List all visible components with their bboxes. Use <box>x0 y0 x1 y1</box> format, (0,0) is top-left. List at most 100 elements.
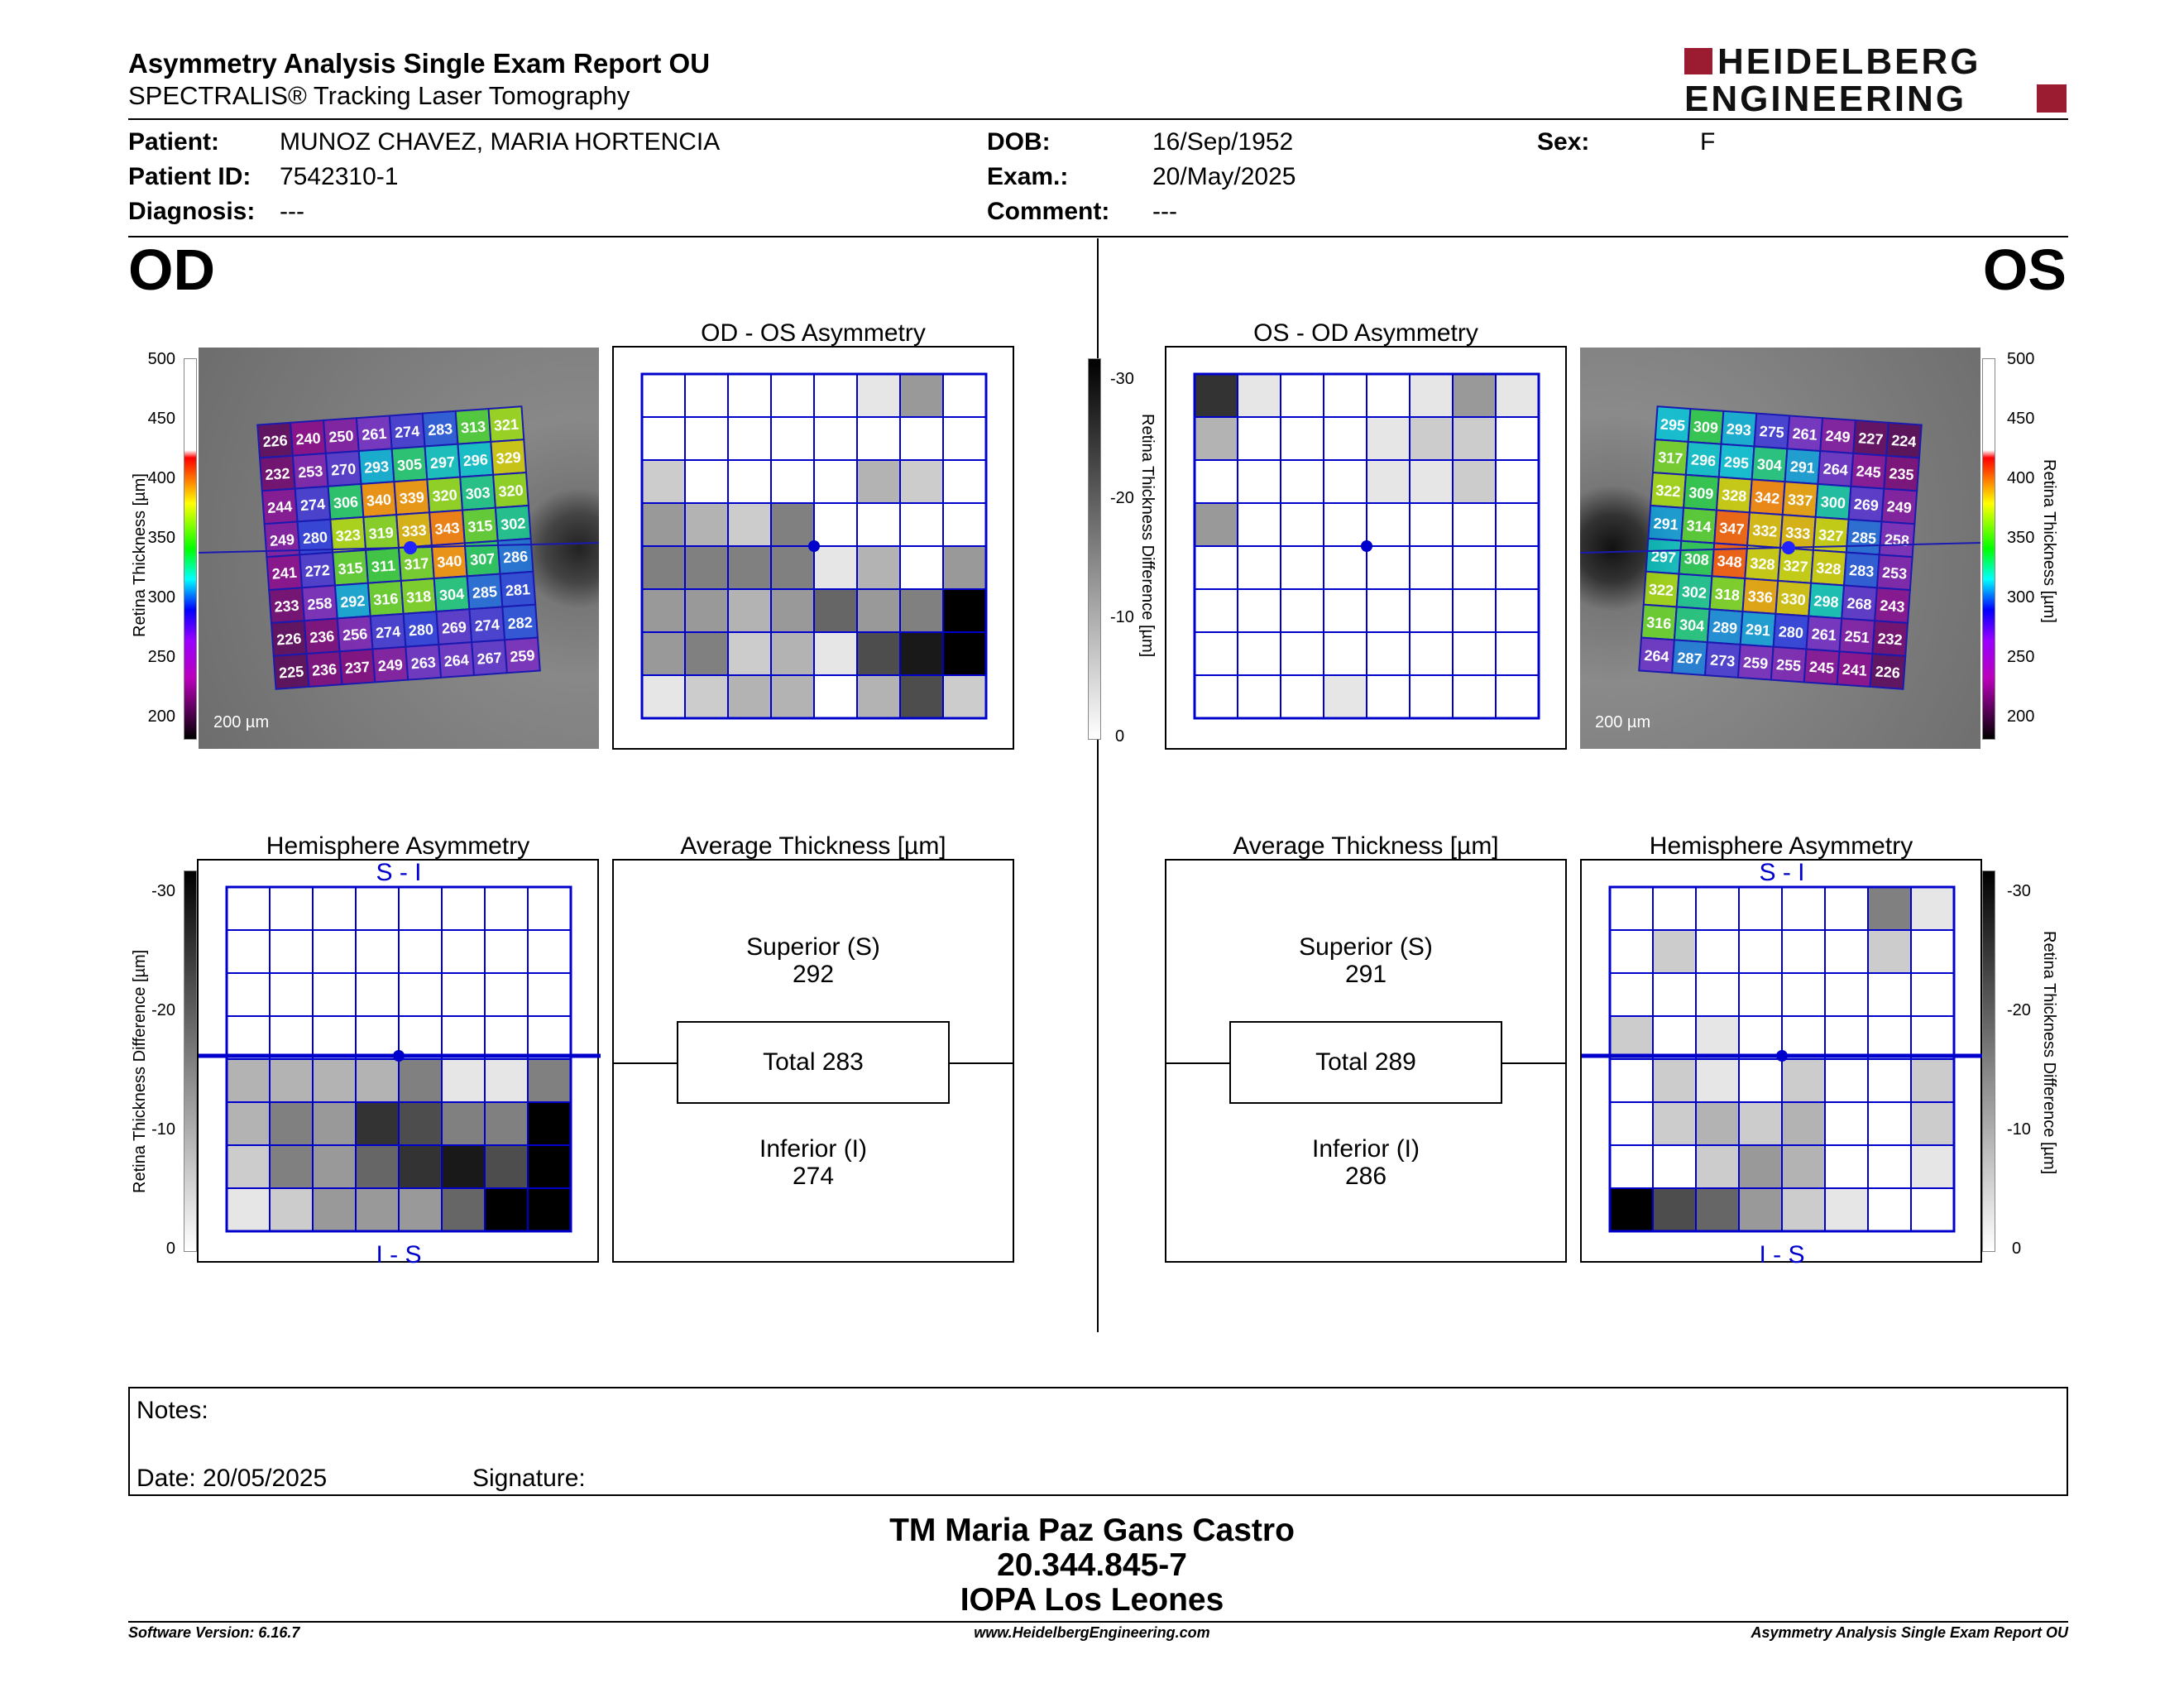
grid-cell <box>226 929 271 974</box>
grid-cell <box>1867 929 1912 974</box>
thickness-value: 305 <box>396 456 422 474</box>
grid-cell <box>1695 929 1740 974</box>
grid-cell <box>1695 1015 1740 1060</box>
grid-cell <box>770 459 815 504</box>
grid-cell <box>355 929 400 974</box>
thickness-value: 315 <box>467 517 493 535</box>
grid-cell <box>813 674 858 719</box>
grid-cell <box>899 459 944 504</box>
thickness-value: 304 <box>438 586 464 604</box>
footer-url[interactable]: www.HeidelbergEngineering.com <box>974 1624 1210 1641</box>
grid-cell <box>856 545 901 590</box>
thickness-value: 261 <box>362 425 387 444</box>
grid-cell <box>1738 886 1783 931</box>
thickness-value: 280 <box>1778 623 1803 641</box>
heidelberg-logo: HEIDELBERG ENGINEERING <box>1684 41 2067 119</box>
os-scale-bar: 200 µm <box>1595 713 1651 731</box>
thickness-value: 241 <box>1842 661 1867 679</box>
grid-cell <box>226 1058 271 1103</box>
thickness-value: 226 <box>276 630 302 648</box>
thickness-value: 249 <box>1886 498 1912 516</box>
grid-cell <box>1609 1058 1654 1103</box>
grid-cell <box>942 502 987 547</box>
thickness-value: 261 <box>1811 626 1837 644</box>
grid-cell <box>484 1058 529 1103</box>
grid-cell <box>269 929 314 974</box>
grid-cell <box>684 545 729 590</box>
grid-cell <box>1323 588 1367 633</box>
thickness-value: 245 <box>1856 463 1881 481</box>
grid-cell <box>226 1187 271 1232</box>
thickness-value: 272 <box>304 562 330 580</box>
grid-cell <box>1237 502 1281 547</box>
thickness-value: 293 <box>363 458 389 477</box>
exam-value: 20/May/2025 <box>1152 163 1296 190</box>
thickness-value: 296 <box>462 451 488 469</box>
grid-cell <box>1409 416 1454 461</box>
thickness-cell <box>1869 653 1907 690</box>
hemi-top-label: S - I <box>376 861 421 886</box>
grid-cell <box>1366 588 1410 633</box>
grid-cell <box>312 1015 357 1060</box>
grid-cell <box>1280 459 1324 504</box>
od-hemi-title: Hemisphere Asymmetry <box>266 832 530 860</box>
grid-cell <box>641 502 686 547</box>
grid-cell <box>1323 631 1367 676</box>
thickness-value: 283 <box>427 420 453 439</box>
grid-cell <box>1323 459 1367 504</box>
grid-cell <box>1695 1187 1740 1232</box>
thickness-value: 249 <box>269 531 295 549</box>
thickness-value: 283 <box>1849 562 1875 580</box>
grid-cell <box>727 502 772 547</box>
grid-cell <box>226 972 271 1017</box>
grid-cell <box>1194 588 1238 633</box>
grid-cell <box>856 459 901 504</box>
thickness-value: 282 <box>507 614 533 632</box>
grid-cell <box>641 459 686 504</box>
thickness-value: 295 <box>1723 453 1749 472</box>
grid-cell <box>527 1058 572 1103</box>
grid-cell <box>398 929 443 974</box>
grid-cell <box>484 1187 529 1232</box>
grid-cell <box>856 588 901 633</box>
grid-cell <box>441 1187 486 1232</box>
grid-cell <box>1280 373 1324 418</box>
thickness-value: 322 <box>1648 581 1674 599</box>
patient-label: Patient: <box>128 128 220 156</box>
examiner-rut: 20.344.845-7 <box>997 1547 1187 1583</box>
fovea-marker <box>808 540 820 552</box>
od-hemi-axis-label: Retina Thickness Difference [µm] <box>131 949 149 1193</box>
grid-cell <box>1652 1144 1697 1189</box>
report-title: Asymmetry Analysis Single Exam Report OU <box>128 48 711 79</box>
grid-cell <box>1452 416 1497 461</box>
grid-cell <box>269 1187 314 1232</box>
thickness-value: 263 <box>410 654 436 672</box>
grid-cell <box>1652 1101 1697 1146</box>
thickness-value: 291 <box>1789 458 1815 477</box>
software-version: Software Version: 6.16.7 <box>128 1624 300 1641</box>
grid-cell <box>1824 1144 1869 1189</box>
grid-cell <box>1910 1187 1955 1232</box>
clinic-name: IOPA Los Leones <box>960 1582 1224 1618</box>
dob-label: DOB: <box>987 128 1051 156</box>
patient-id-label: Patient ID: <box>128 163 251 190</box>
grid-cell <box>770 674 815 719</box>
grid-cell <box>727 416 772 461</box>
grid-cell <box>441 886 486 931</box>
thickness-value: 306 <box>333 493 358 511</box>
grid-cell <box>1409 631 1454 676</box>
grid-cell <box>1695 1144 1740 1189</box>
grid-cell <box>312 1144 357 1189</box>
thickness-value: 328 <box>1816 559 1842 578</box>
grid-cell <box>1495 588 1540 633</box>
notes-label: Notes: <box>136 1397 208 1424</box>
os-inferior-value: 286 <box>1344 1163 1387 1190</box>
os-fundus-image: 295 309 293 275 261 249 227 224 317 296 295 304 291 2… <box>1580 348 1980 749</box>
grid-cell <box>269 1101 314 1146</box>
grid-cell <box>1237 416 1281 461</box>
thickness-value: 318 <box>1714 586 1740 604</box>
grid-cell <box>1781 972 1826 1017</box>
grid-cell <box>899 373 944 418</box>
grid-cell <box>398 1015 443 1060</box>
grid-cell <box>1366 373 1410 418</box>
